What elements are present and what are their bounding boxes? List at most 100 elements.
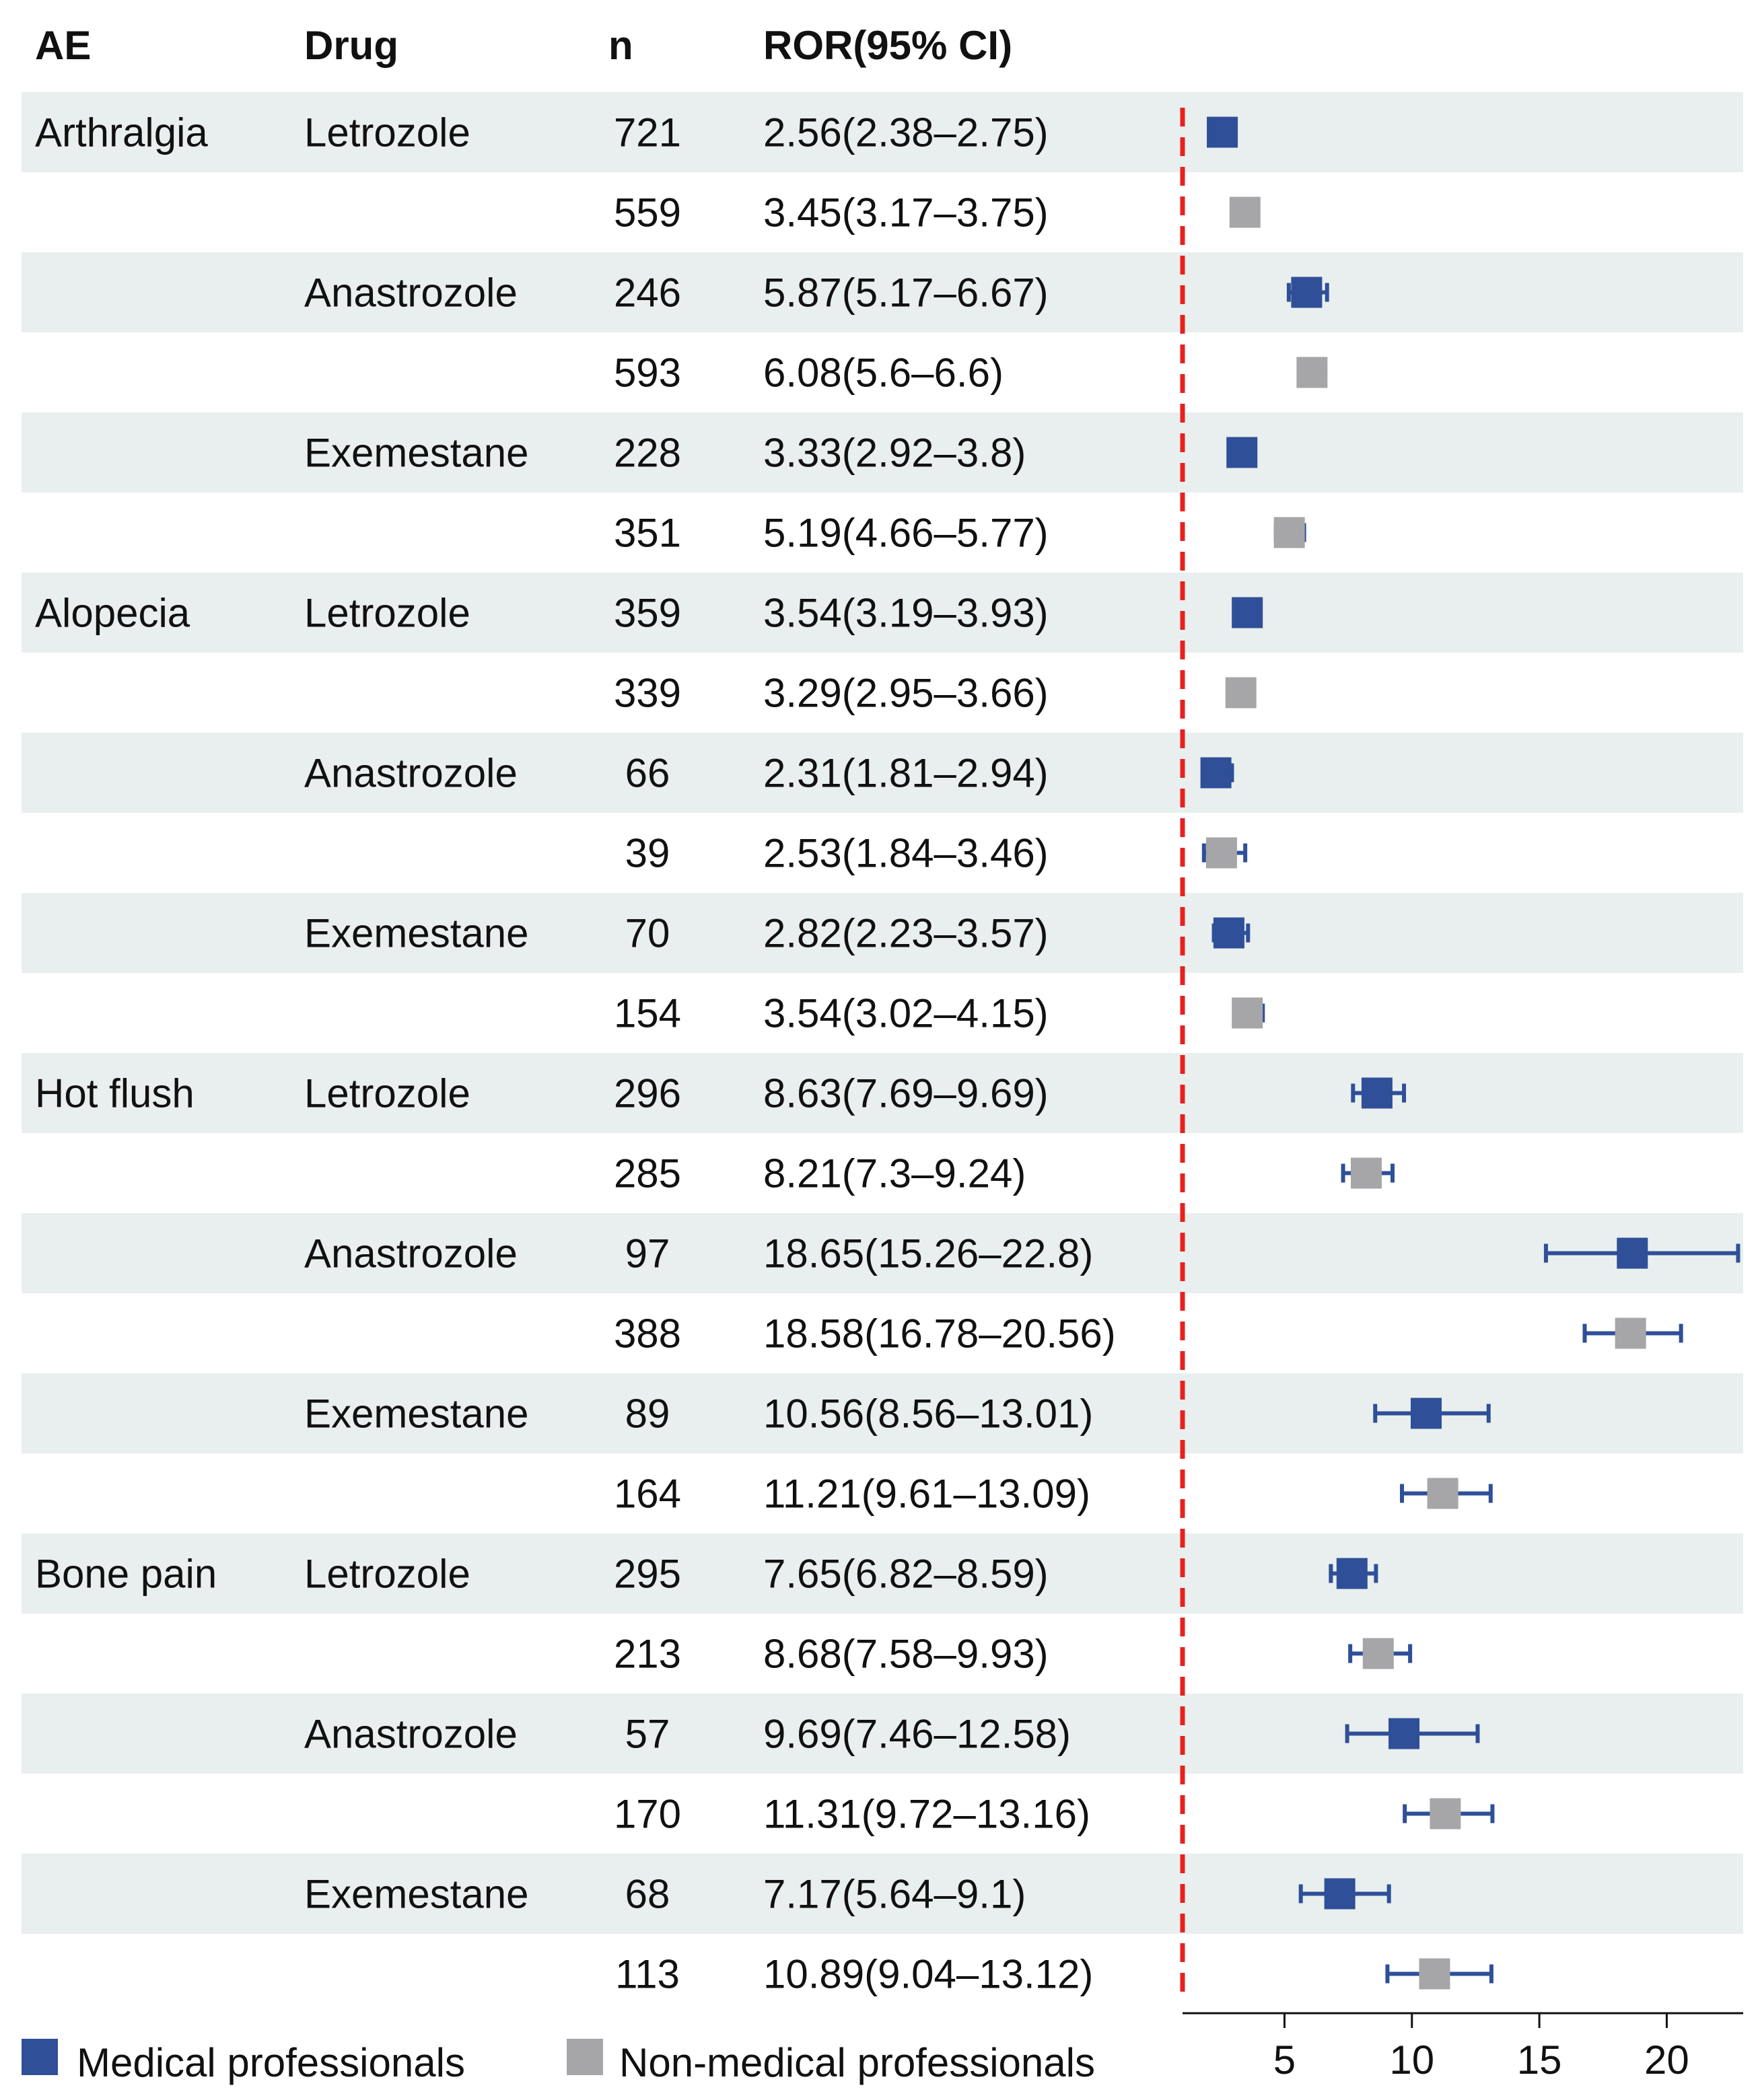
point-estimate [1324, 1878, 1356, 1910]
ae-label: Bone pain [35, 1552, 217, 1597]
column-headers: AE Drug n ROR(95% CI) [35, 23, 1012, 68]
ror-value: 3.45(3.17–3.75) [763, 190, 1049, 236]
drug-label: Letrozole [304, 1552, 470, 1597]
ror-value: 8.68(7.58–9.93) [763, 1632, 1049, 1677]
row-stripe [22, 733, 1743, 813]
point-estimate [1362, 1638, 1394, 1669]
ae-label: Hot flush [35, 1071, 195, 1116]
point-estimate [1200, 757, 1232, 789]
point-estimate [1615, 1317, 1646, 1349]
n-value: 97 [625, 1231, 670, 1276]
point-estimate [1430, 1798, 1461, 1830]
table-body: Arthralgia Letrozole 721 2.56(2.38–2.75) 559… [35, 110, 1116, 1997]
n-value: 154 [614, 991, 681, 1036]
drug-label: Anastrozole [304, 1712, 518, 1757]
drug-label: Letrozole [304, 591, 470, 636]
n-value: 68 [625, 1872, 670, 1917]
point-estimate [1207, 116, 1238, 148]
n-value: 285 [614, 1151, 681, 1196]
header-ror: ROR(95% CI) [763, 23, 1012, 68]
x-tick-label: 10 [1389, 2037, 1434, 2083]
ror-value: 2.56(2.38–2.75) [763, 110, 1049, 155]
ror-value: 5.87(5.17–6.67) [763, 270, 1049, 316]
row-stripe [22, 573, 1743, 653]
drug-label: Letrozole [304, 110, 470, 155]
header-drug: Drug [304, 23, 398, 68]
n-value: 388 [614, 1311, 681, 1356]
row-stripe [22, 1213, 1743, 1293]
point-estimate [1296, 357, 1328, 388]
x-tick-label: 5 [1273, 2037, 1296, 2083]
n-value: 66 [625, 751, 670, 796]
row-stripe [22, 252, 1743, 332]
drug-label: Exemestane [304, 1872, 529, 1917]
point-estimate [1213, 917, 1244, 949]
row-stripe [22, 1854, 1743, 1934]
n-value: 359 [614, 591, 681, 636]
n-value: 296 [614, 1071, 681, 1116]
ror-value: 10.89(9.04–13.12) [763, 1952, 1093, 1997]
n-value: 213 [614, 1632, 681, 1677]
row-stripe [22, 893, 1743, 973]
n-value: 113 [615, 1952, 680, 1997]
point-estimate [1273, 517, 1305, 548]
plot-marks [1200, 116, 1741, 1990]
n-value: 164 [614, 1472, 681, 1517]
row-stripes [22, 92, 1743, 1934]
drug-label: Letrozole [304, 1071, 470, 1116]
ror-value: 18.58(16.78–20.56) [763, 1311, 1116, 1356]
ror-value: 2.82(2.23–3.57) [763, 911, 1049, 956]
ror-value: 11.31(9.72–13.16) [763, 1792, 1090, 1837]
n-value: 170 [614, 1792, 681, 1837]
drug-label: Anastrozole [304, 1231, 518, 1276]
ror-value: 9.69(7.46–12.58) [763, 1712, 1071, 1757]
ror-value: 6.08(5.6–6.6) [763, 351, 1004, 396]
n-value: 57 [625, 1712, 670, 1757]
ror-value: 7.65(6.82–8.59) [763, 1552, 1049, 1597]
drug-label: Anastrozole [304, 270, 518, 316]
ror-value: 11.21(9.61–13.09) [763, 1472, 1090, 1517]
ror-value: 2.53(1.84–3.46) [763, 831, 1049, 876]
ror-value: 3.33(2.92–3.8) [763, 431, 1026, 476]
ror-value: 8.21(7.3–9.24) [763, 1151, 1026, 1196]
ror-value: 3.29(2.95–3.66) [763, 671, 1049, 716]
ror-value: 3.54(3.19–3.93) [763, 591, 1049, 636]
n-value: 295 [614, 1552, 681, 1597]
legend-label-medical: Medical professionals [77, 2040, 465, 2085]
n-value: 89 [625, 1391, 670, 1437]
point-estimate [1205, 837, 1237, 869]
ror-value: 2.31(1.81–2.94) [763, 751, 1049, 796]
row-stripe [22, 92, 1743, 172]
point-estimate [1225, 677, 1257, 709]
ror-value: 5.19(4.66–5.77) [763, 511, 1049, 556]
ror-value: 8.63(7.69–9.69) [763, 1071, 1049, 1116]
point-estimate [1361, 1077, 1393, 1109]
n-value: 339 [614, 671, 681, 716]
ae-label: Arthralgia [35, 110, 208, 155]
ror-value: 18.65(15.26–22.8) [763, 1231, 1093, 1276]
point-estimate [1419, 1958, 1450, 1990]
point-estimate [1336, 1558, 1368, 1589]
n-value: 351 [614, 511, 681, 556]
ror-value: 10.56(8.56–13.01) [763, 1391, 1093, 1437]
legend-swatch-medical [22, 2039, 58, 2075]
point-estimate [1350, 1157, 1382, 1189]
row-stripe [22, 1053, 1743, 1133]
row-stripe [22, 1533, 1743, 1614]
ae-label: Alopecia [35, 591, 190, 636]
n-value: 246 [614, 270, 681, 316]
n-value: 39 [625, 831, 670, 876]
n-value: 593 [614, 351, 681, 396]
drug-label: Exemestane [304, 431, 529, 476]
row-stripe [22, 412, 1743, 493]
point-estimate [1291, 277, 1323, 308]
header-n: n [608, 23, 633, 68]
n-value: 559 [614, 190, 681, 236]
drug-label: Anastrozole [304, 751, 518, 796]
n-value: 721 [614, 110, 681, 155]
header-ae: AE [35, 23, 91, 68]
ror-value: 3.54(3.02–4.15) [763, 991, 1049, 1036]
point-estimate [1232, 597, 1263, 628]
point-estimate [1232, 997, 1263, 1029]
x-tick-label: 15 [1517, 2037, 1562, 2083]
